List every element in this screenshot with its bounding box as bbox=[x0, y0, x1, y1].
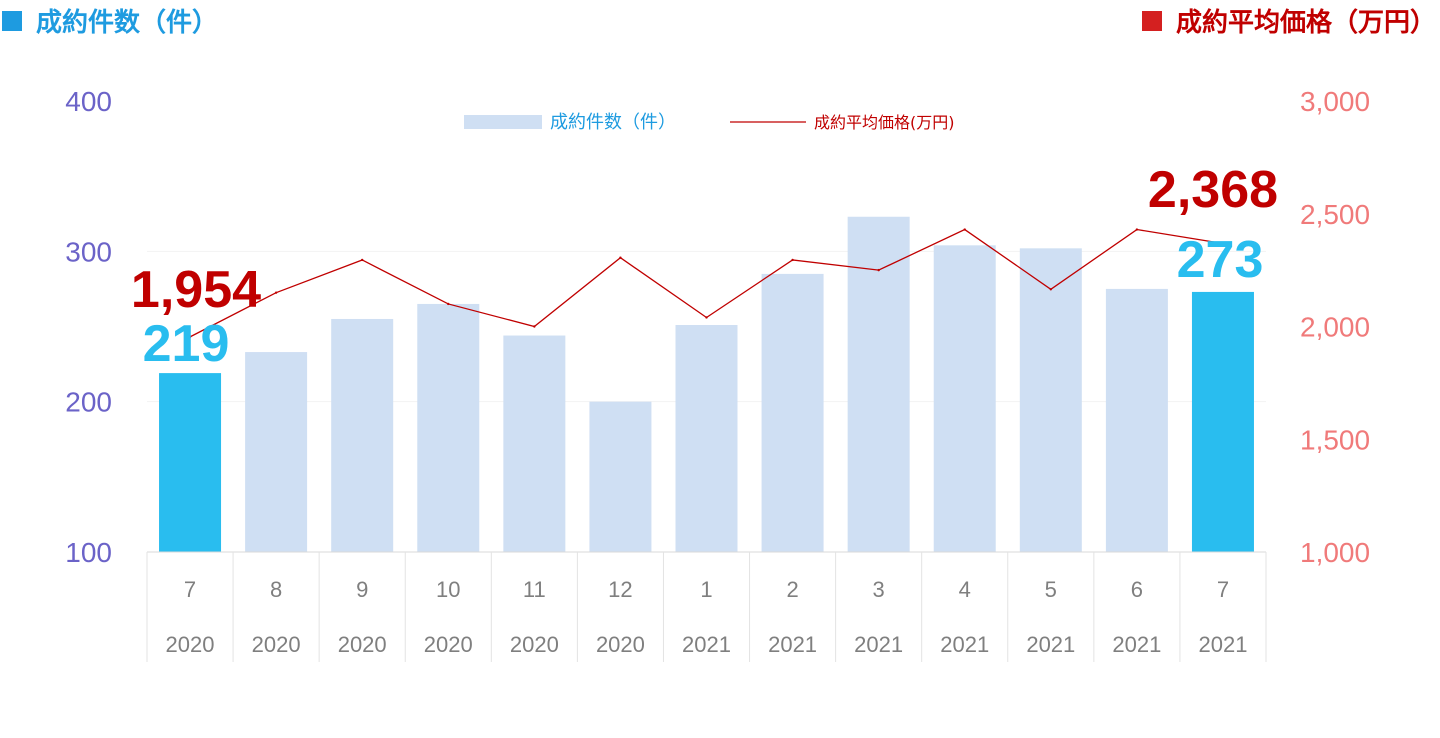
x-tick-label-year: 2020 bbox=[166, 632, 215, 657]
right-axis-tick-label: 1,500 bbox=[1300, 424, 1370, 455]
bar bbox=[331, 318, 394, 552]
x-tick-label-year: 2021 bbox=[1026, 632, 1075, 657]
x-tick-label-month: 12 bbox=[608, 577, 632, 602]
price-line-point bbox=[1135, 228, 1139, 231]
left-axis-title: 成約件数（件） bbox=[36, 8, 219, 38]
x-tick-label-month: 6 bbox=[1131, 577, 1143, 602]
x-tick-label-year: 2020 bbox=[424, 632, 473, 657]
callout-last-count: 273 bbox=[1177, 231, 1264, 289]
price-line-point bbox=[447, 302, 450, 306]
x-tick-label-month: 11 bbox=[523, 577, 546, 602]
x-tick-label-year: 2021 bbox=[682, 632, 731, 657]
price-line-point bbox=[619, 256, 622, 259]
legend-swatch-count bbox=[464, 115, 542, 129]
x-tick-label-month: 5 bbox=[1045, 577, 1057, 602]
left-axis-header: 成約件数（件） bbox=[2, 2, 218, 39]
x-tick-label-year: 2020 bbox=[596, 632, 645, 657]
callout-first-count: 219 bbox=[143, 315, 230, 373]
bar bbox=[159, 373, 222, 552]
x-tick-label-month: 1 bbox=[700, 577, 712, 602]
x-tick-label-year: 2020 bbox=[338, 632, 387, 657]
legend-label-count: 成約件数（件） bbox=[550, 112, 676, 133]
callout-last-price: 2,368 bbox=[1148, 161, 1278, 219]
x-tick-label-year: 2021 bbox=[768, 632, 817, 657]
right-axis-tick-label: 1,000 bbox=[1300, 537, 1370, 568]
price-line-point bbox=[360, 258, 364, 262]
price-line-point bbox=[791, 258, 794, 262]
x-tick-label-month: 10 bbox=[436, 577, 460, 602]
bar bbox=[503, 335, 566, 552]
bar bbox=[675, 324, 738, 552]
bar bbox=[761, 273, 824, 552]
x-tick-label-month: 2 bbox=[786, 577, 798, 602]
left-axis-tick-label: 200 bbox=[65, 387, 112, 418]
bar bbox=[589, 401, 652, 552]
bar bbox=[245, 352, 308, 552]
x-tick-label-year: 2020 bbox=[252, 632, 301, 657]
price-line-point bbox=[963, 228, 966, 231]
right-axis-title: 成約平均価格（万円） bbox=[1175, 8, 1436, 38]
right-header-square-icon bbox=[1141, 10, 1162, 31]
callout-first-price: 1,954 bbox=[131, 261, 261, 319]
right-axis-header: 成約平均価格（万円） bbox=[1141, 2, 1436, 39]
bar bbox=[1191, 291, 1254, 552]
x-tick-label-year: 2021 bbox=[1112, 632, 1161, 657]
x-tick-label-month: 9 bbox=[356, 577, 368, 602]
x-tick-label-month: 7 bbox=[1217, 577, 1229, 602]
bar bbox=[847, 216, 910, 553]
x-tick-label-month: 7 bbox=[184, 577, 196, 602]
legend-label-price: 成約平均価格(万円) bbox=[814, 113, 955, 132]
x-tick-label-year: 2021 bbox=[1198, 632, 1247, 657]
x-tick-label-year: 2021 bbox=[854, 632, 903, 657]
right-axis-tick-label: 2,000 bbox=[1300, 312, 1370, 343]
left-header-square-icon bbox=[2, 10, 22, 31]
bar bbox=[1105, 288, 1168, 552]
bar bbox=[1019, 248, 1082, 552]
bar bbox=[933, 245, 996, 552]
price-line-point bbox=[533, 325, 536, 328]
price-line-point bbox=[1221, 242, 1225, 245]
price-line-point bbox=[877, 268, 880, 272]
x-tick-label-year: 2021 bbox=[940, 632, 989, 657]
bar bbox=[417, 303, 480, 552]
right-axis-tick-label: 2,500 bbox=[1300, 199, 1370, 230]
left-axis-tick-label: 400 bbox=[65, 86, 112, 117]
x-tick-label-month: 8 bbox=[270, 577, 282, 602]
price-line-point bbox=[1049, 288, 1053, 291]
x-tick-label-month: 3 bbox=[873, 577, 885, 602]
left-axis-tick-label: 300 bbox=[65, 236, 112, 267]
price-line-point bbox=[188, 335, 192, 339]
x-tick-label-year: 2020 bbox=[510, 632, 559, 657]
price-line-point bbox=[705, 316, 708, 319]
left-axis-tick-label: 100 bbox=[65, 537, 112, 568]
right-axis-tick-label: 3,000 bbox=[1300, 86, 1370, 117]
x-tick-label-month: 4 bbox=[959, 577, 971, 602]
price-line-point bbox=[274, 291, 278, 294]
